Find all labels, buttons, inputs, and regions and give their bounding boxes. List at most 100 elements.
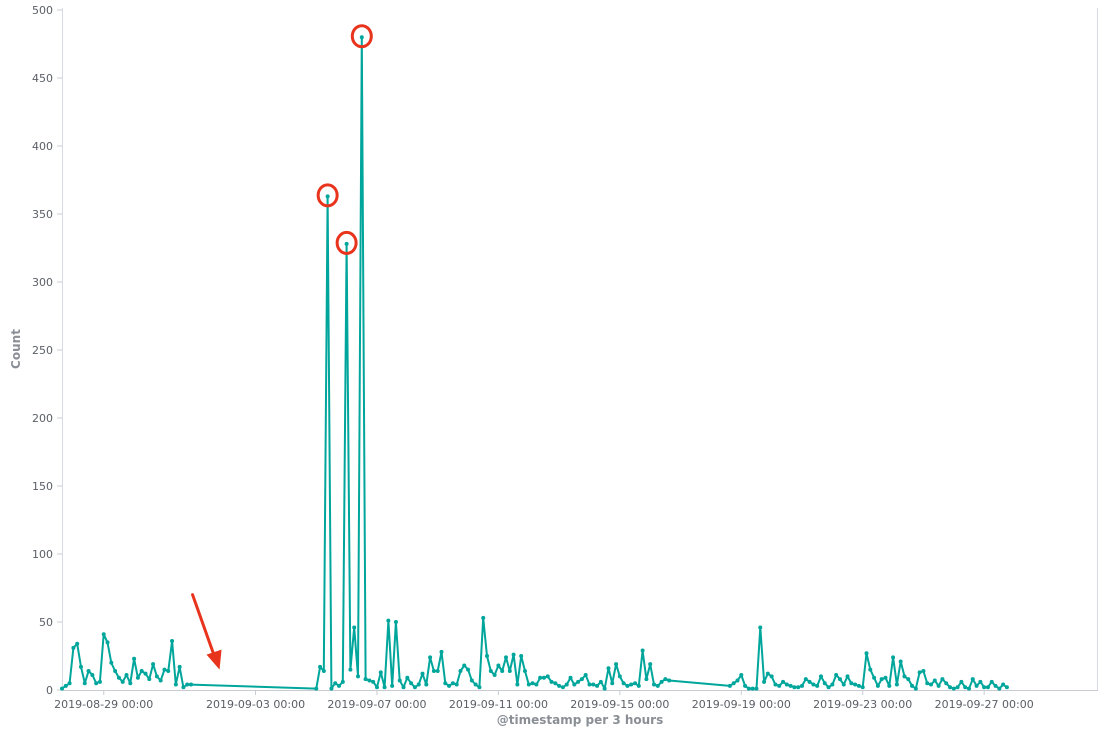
data-point bbox=[113, 668, 118, 673]
data-point bbox=[959, 679, 964, 684]
data-point bbox=[431, 668, 436, 673]
data-point bbox=[173, 682, 178, 687]
data-point bbox=[469, 678, 474, 683]
series-line bbox=[61, 36, 1008, 690]
arrow-head bbox=[206, 649, 222, 670]
data-point bbox=[101, 632, 106, 637]
data-point bbox=[796, 685, 801, 690]
data-point bbox=[462, 663, 467, 668]
data-point bbox=[735, 678, 740, 683]
data-point bbox=[993, 683, 998, 688]
data-point bbox=[614, 662, 619, 667]
data-point bbox=[454, 682, 459, 687]
data-point bbox=[887, 683, 892, 688]
y-tick-label: 250 bbox=[32, 344, 53, 357]
data-point bbox=[811, 682, 816, 687]
data-point bbox=[834, 673, 839, 678]
data-point bbox=[496, 663, 501, 668]
data-point bbox=[837, 677, 842, 682]
data-point bbox=[143, 671, 148, 676]
data-point bbox=[807, 679, 812, 684]
data-point bbox=[86, 668, 91, 673]
data-point bbox=[925, 681, 930, 686]
data-point bbox=[534, 682, 539, 687]
data-point bbox=[1004, 685, 1009, 690]
data-point bbox=[435, 668, 440, 673]
data-point bbox=[443, 681, 448, 686]
data-point bbox=[515, 682, 520, 687]
data-point bbox=[944, 681, 949, 686]
data-point bbox=[750, 686, 755, 691]
data-point bbox=[382, 685, 387, 690]
data-point bbox=[602, 686, 607, 691]
data-point bbox=[898, 659, 903, 664]
data-point bbox=[500, 668, 505, 673]
data-point bbox=[633, 681, 638, 686]
annotation-layer bbox=[191, 24, 373, 670]
data-point bbox=[856, 683, 861, 688]
data-point bbox=[667, 678, 672, 683]
data-point bbox=[595, 683, 600, 688]
data-point bbox=[579, 677, 584, 682]
data-point bbox=[428, 655, 433, 660]
data-point bbox=[477, 685, 482, 690]
data-point bbox=[883, 675, 888, 680]
data-point bbox=[879, 677, 884, 682]
data-point bbox=[337, 683, 342, 688]
data-point bbox=[511, 652, 516, 657]
data-point bbox=[917, 670, 922, 675]
x-tick-label: 2019-09-23 00:00 bbox=[813, 698, 912, 711]
data-point bbox=[864, 651, 869, 656]
data-point bbox=[818, 674, 823, 679]
data-point bbox=[640, 648, 645, 653]
data-point bbox=[374, 685, 379, 690]
data-point bbox=[746, 686, 751, 691]
data-point bbox=[522, 668, 527, 673]
y-tick-label: 0 bbox=[46, 684, 53, 697]
data-point bbox=[78, 664, 83, 669]
data-point bbox=[644, 677, 649, 682]
data-point bbox=[932, 678, 937, 683]
data-point bbox=[868, 667, 873, 672]
data-point bbox=[363, 677, 368, 682]
data-point bbox=[185, 682, 190, 687]
data-point bbox=[659, 679, 664, 684]
data-point bbox=[758, 625, 763, 630]
data-point bbox=[504, 655, 508, 660]
data-point bbox=[424, 682, 429, 687]
data-point bbox=[170, 639, 175, 644]
data-point bbox=[913, 686, 918, 691]
y-tick-label: 150 bbox=[32, 480, 53, 493]
data-point bbox=[822, 681, 827, 686]
data-point bbox=[906, 677, 911, 682]
data-point bbox=[116, 675, 121, 680]
data-point bbox=[784, 682, 789, 687]
data-point bbox=[321, 668, 326, 673]
data-point bbox=[420, 671, 425, 676]
data-point bbox=[318, 664, 323, 669]
data-point bbox=[982, 685, 987, 690]
data-point bbox=[853, 682, 858, 687]
data-point bbox=[845, 674, 850, 679]
data-point bbox=[466, 667, 471, 672]
data-point bbox=[105, 640, 110, 645]
data-point bbox=[773, 682, 778, 687]
data-point bbox=[576, 679, 581, 684]
data-point bbox=[189, 682, 194, 687]
data-point bbox=[348, 667, 353, 672]
x-tick-label: 2019-09-11 00:00 bbox=[449, 698, 548, 711]
data-point bbox=[405, 675, 410, 680]
data-point bbox=[166, 668, 171, 673]
data-point bbox=[158, 678, 163, 683]
data-point bbox=[492, 673, 497, 678]
data-point bbox=[128, 681, 133, 686]
data-point bbox=[371, 679, 376, 684]
data-point bbox=[473, 682, 478, 687]
data-point bbox=[830, 682, 835, 687]
data-point bbox=[948, 685, 952, 690]
data-point bbox=[598, 679, 603, 684]
data-point bbox=[378, 670, 383, 675]
data-point bbox=[530, 681, 535, 686]
x-tick-label: 2019-09-15 00:00 bbox=[570, 698, 669, 711]
data-point bbox=[458, 668, 463, 673]
